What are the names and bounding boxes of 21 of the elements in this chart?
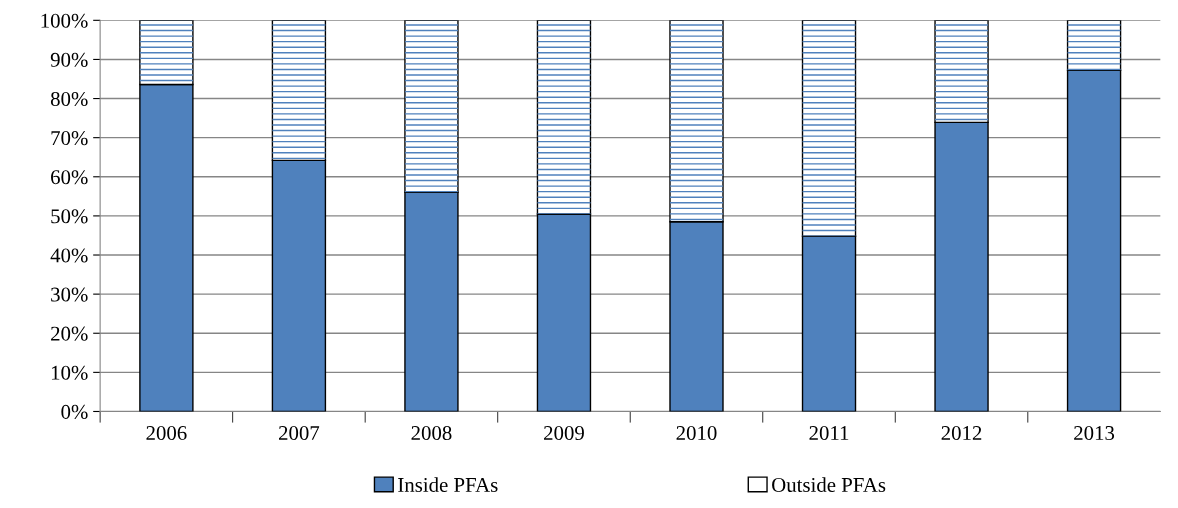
x-tick-label: 2009 <box>544 425 584 441</box>
y-tick-label: 60% <box>51 170 88 185</box>
x-tick-label: 2011 <box>809 425 849 441</box>
y-tick-label: 0% <box>61 404 88 419</box>
x-tick-label: 2008 <box>411 425 452 441</box>
y-tick-label: 40% <box>50 248 88 263</box>
y-tick-label: 100% <box>41 13 88 28</box>
y-tick-label: 90% <box>50 52 88 67</box>
legend-label: Inside PFAs <box>398 477 498 492</box>
x-tick-label: 2010 <box>676 425 717 441</box>
x-tick-label: 2007 <box>279 425 320 441</box>
y-tick-label: 80% <box>50 91 88 107</box>
y-tick-label: 50% <box>51 209 88 224</box>
y-tick-label: 30% <box>51 287 88 302</box>
y-tick-label: 70% <box>51 131 88 146</box>
x-tick-label: 2006 <box>146 425 187 441</box>
x-tick-label: 2013 <box>1074 425 1115 441</box>
y-tick-label: 20% <box>51 326 88 341</box>
y-tick-label: 10% <box>51 365 88 380</box>
legend-label: Outside PFAs <box>772 477 886 492</box>
x-tick-label: 2012 <box>941 425 982 441</box>
